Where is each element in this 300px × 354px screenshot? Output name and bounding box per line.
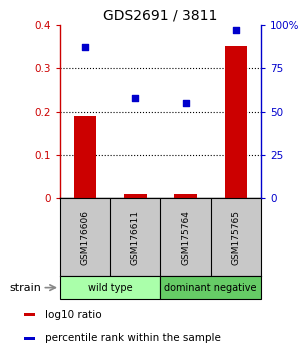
Bar [60,276,160,299]
Text: GSM175765: GSM175765 [231,210,240,265]
Text: strain: strain [9,282,41,293]
Point [133,95,138,101]
Bar [174,194,197,198]
Text: wild type: wild type [88,282,133,293]
Bar [160,276,261,299]
Text: percentile rank within the sample: percentile rank within the sample [45,333,221,343]
Text: GSM176611: GSM176611 [131,210,140,265]
Text: GSM175764: GSM175764 [181,210,190,265]
Bar [225,46,247,198]
Bar [74,116,96,198]
Bar [124,194,147,198]
Point [83,45,88,50]
Point [183,100,188,105]
Bar [24,313,35,316]
Text: log10 ratio: log10 ratio [45,310,102,320]
Bar [24,337,35,339]
Text: GSM176606: GSM176606 [81,210,90,265]
Title: GDS2691 / 3811: GDS2691 / 3811 [103,8,218,22]
Text: dominant negative: dominant negative [164,282,257,293]
Point [233,27,238,33]
